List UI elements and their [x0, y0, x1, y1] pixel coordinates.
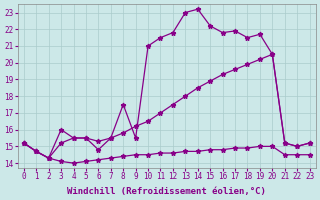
X-axis label: Windchill (Refroidissement éolien,°C): Windchill (Refroidissement éolien,°C): [67, 187, 266, 196]
